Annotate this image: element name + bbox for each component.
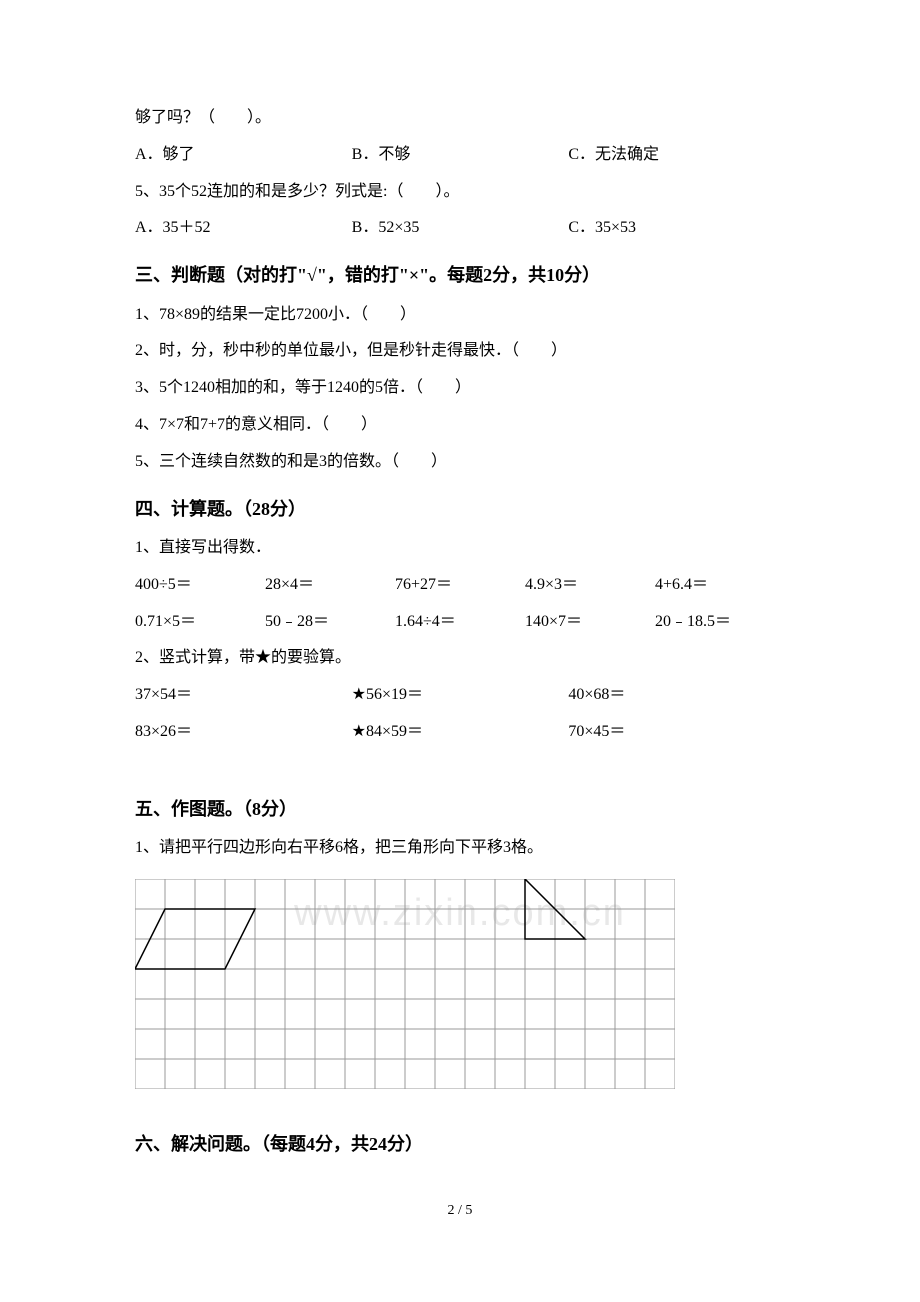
calc-cell: 83×26＝ (135, 714, 352, 751)
s3-q1: 1、78×89的结果一定比7200小．（ ） (135, 297, 785, 334)
calc-cell: 70×45＝ (568, 714, 785, 751)
calc-cell: 20﹣18.5＝ (655, 604, 785, 641)
s5-q1: 1、请把平行四边形向右平移6格，把三角形向下平移3格。 (135, 830, 785, 867)
q5-option-a: A．35＋52 (135, 210, 352, 247)
calc-cell: ★84×59＝ (352, 714, 569, 751)
s4-row1: 400÷5＝ 28×4＝ 76+27＝ 4.9×3＝ 4+6.4＝ (135, 567, 785, 604)
section6-title: 六、解决问题。（每题4分，共24分） (135, 1124, 785, 1165)
calc-cell: 4.9×3＝ (525, 567, 655, 604)
calc-cell: 400÷5＝ (135, 567, 265, 604)
s3-q4: 4、7×7和7+7的意义相同．（ ） (135, 407, 785, 444)
q4-option-b: B．不够 (352, 137, 569, 174)
section4-title: 四、计算题。（28分） (135, 489, 785, 530)
q5-option-c: C．35×53 (568, 210, 785, 247)
page-number: 2 / 5 (135, 1195, 785, 1227)
s4-row3: 37×54＝ ★56×19＝ 40×68＝ (135, 677, 785, 714)
s4-row2: 0.71×5＝ 50﹣28＝ 1.64÷4＝ 140×7＝ 20﹣18.5＝ (135, 604, 785, 641)
s3-q3: 3、5个1240相加的和，等于1240的5倍．（ ） (135, 370, 785, 407)
calc-cell: 40×68＝ (568, 677, 785, 714)
calc-cell: 28×4＝ (265, 567, 395, 604)
s3-q5: 5、三个连续自然数的和是3的倍数。（ ） (135, 444, 785, 481)
q4-continuation: 够了吗？（ ）。 (135, 100, 785, 137)
calc-cell: 50﹣28＝ (265, 604, 395, 641)
calc-cell: 37×54＝ (135, 677, 352, 714)
grid-svg (135, 879, 675, 1089)
calc-cell: ★56×19＝ (352, 677, 569, 714)
s4-q1-label: 1、直接写出得数． (135, 530, 785, 567)
s4-q2-label: 2、竖式计算，带★的要验算。 (135, 640, 785, 677)
s4-row4: 83×26＝ ★84×59＝ 70×45＝ (135, 714, 785, 751)
calc-cell: 76+27＝ (395, 567, 525, 604)
q5-option-b: B．52×35 (352, 210, 569, 247)
calc-cell: 140×7＝ (525, 604, 655, 641)
q4-options: A．够了 B．不够 C．无法确定 (135, 137, 785, 174)
q5-text: 5、35个52连加的和是多少？列式是:（ ）。 (135, 174, 785, 211)
q5-options: A．35＋52 B．52×35 C．35×53 (135, 210, 785, 247)
section3-title: 三、判断题（对的打"√"，错的打"×"。每题2分，共10分） (135, 255, 785, 296)
section5-title: 五、作图题。（8分） (135, 789, 785, 830)
q4-option-c: C．无法确定 (568, 137, 785, 174)
q4-option-a: A．够了 (135, 137, 352, 174)
calc-cell: 4+6.4＝ (655, 567, 785, 604)
calc-cell: 1.64÷4＝ (395, 604, 525, 641)
calc-cell: 0.71×5＝ (135, 604, 265, 641)
grid-figure (135, 879, 785, 1104)
s3-q2: 2、时，分，秒中秒的单位最小，但是秒针走得最快．（ ） (135, 333, 785, 370)
